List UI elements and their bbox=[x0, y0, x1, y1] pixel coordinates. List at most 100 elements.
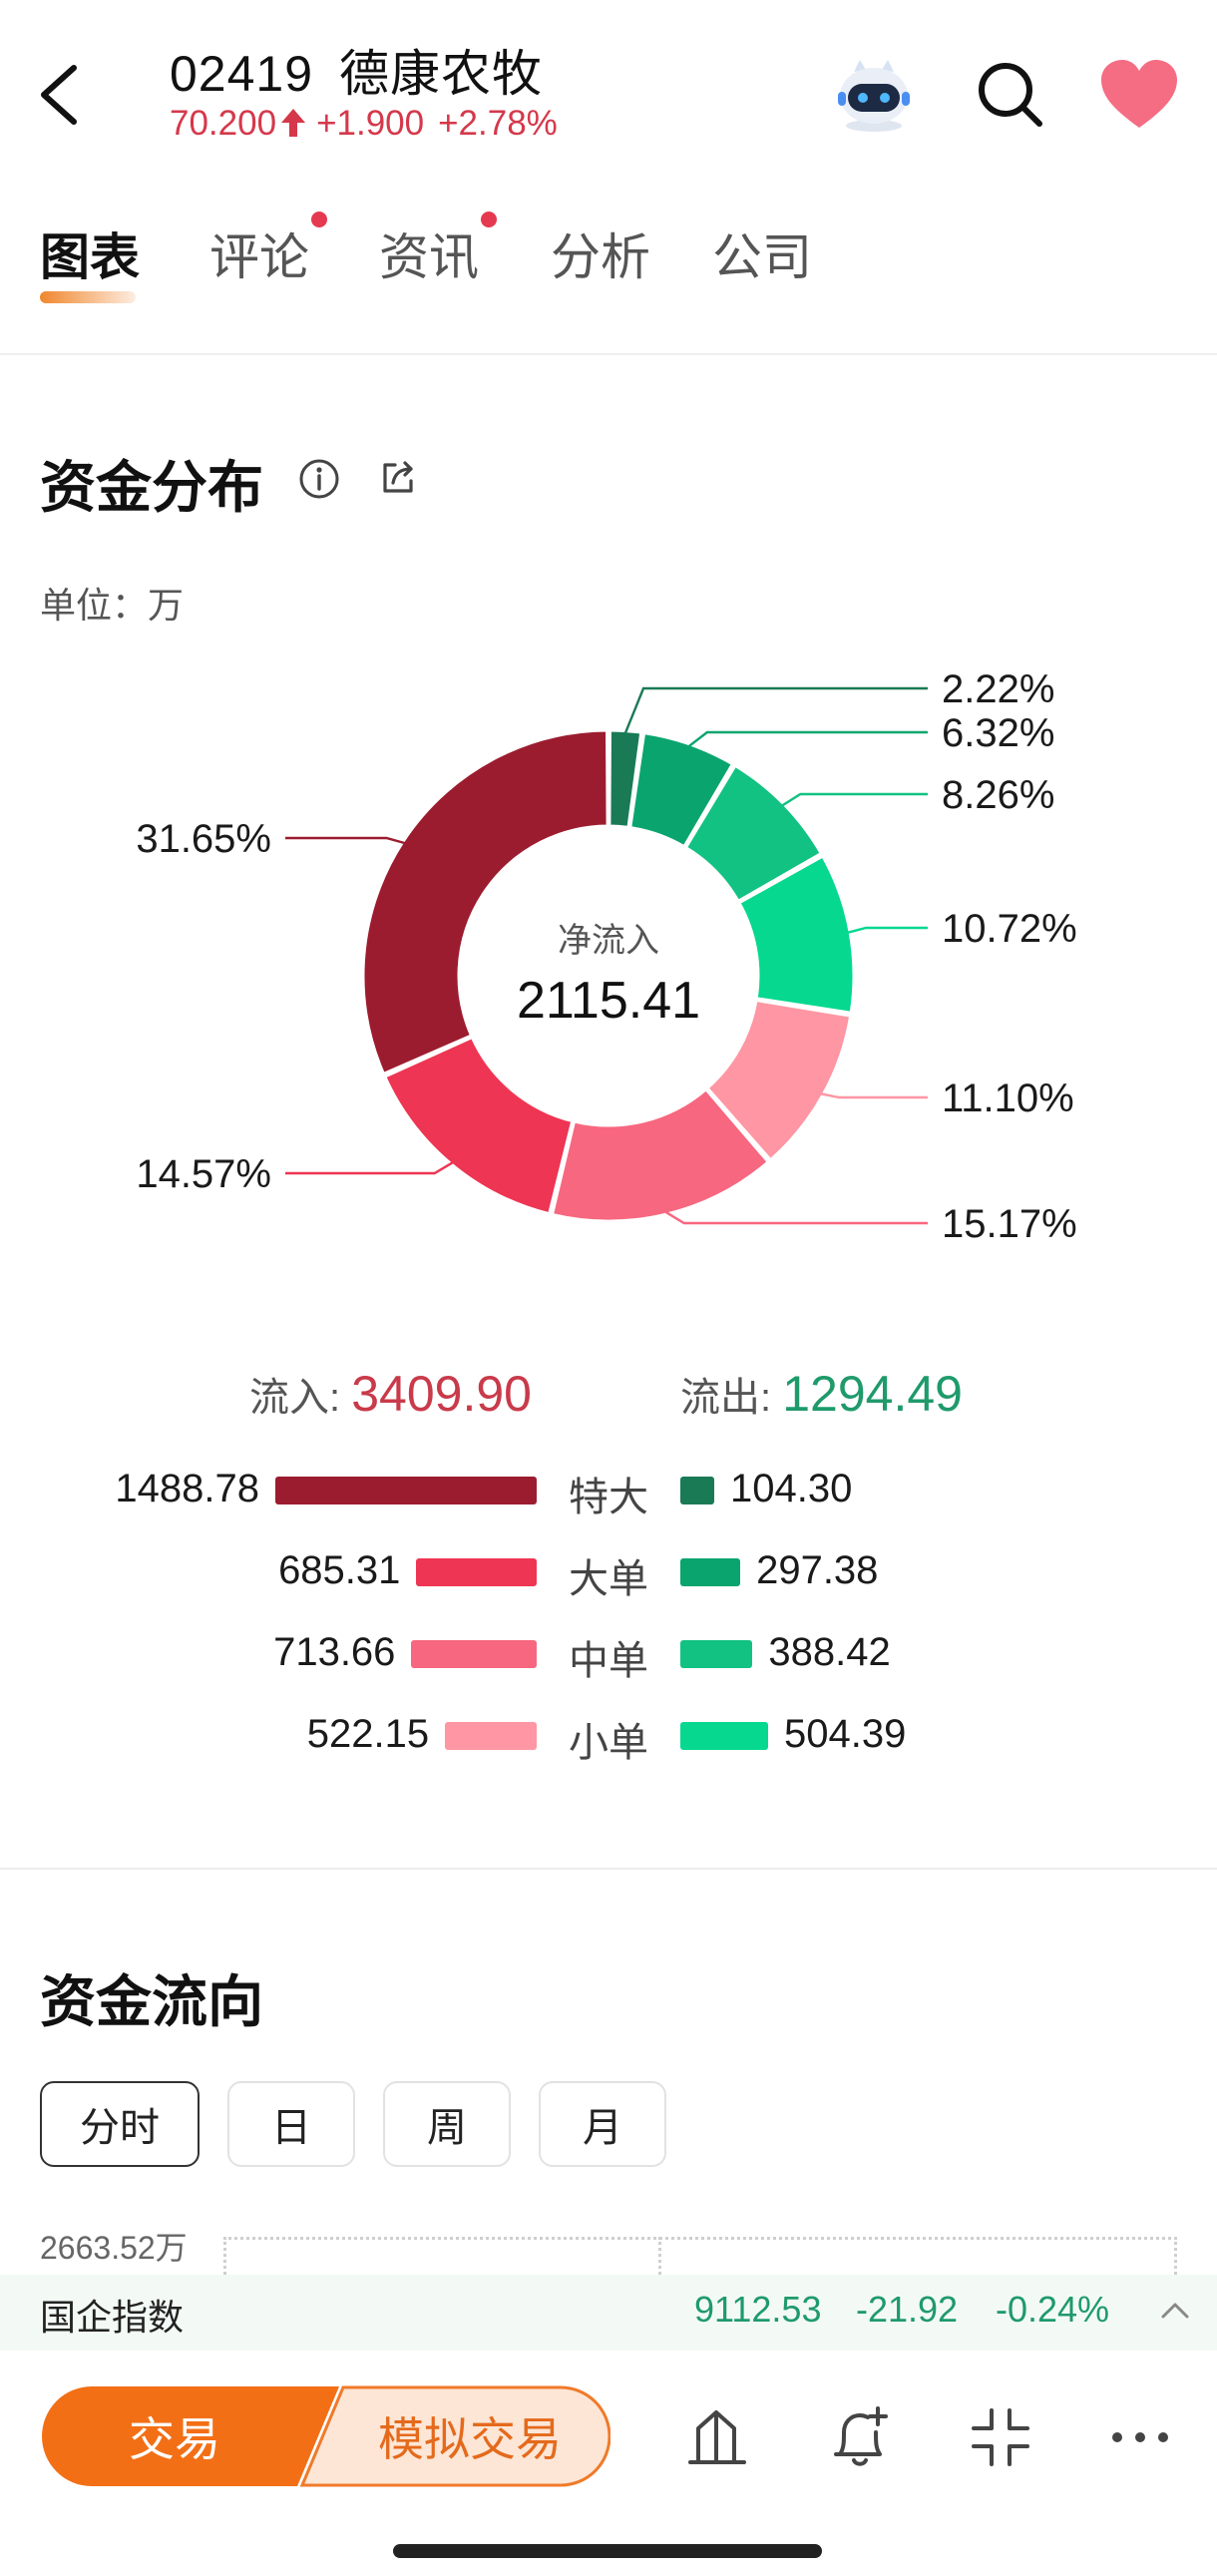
order-size-label: 大单 bbox=[569, 1557, 648, 1601]
home-indicator bbox=[393, 2544, 822, 2558]
period-tab-week[interactable]: 周 bbox=[383, 2081, 511, 2167]
donut-label-5: 15.17% bbox=[942, 1202, 1077, 1246]
donut-label-7: 31.65% bbox=[136, 817, 271, 861]
stock-code: 02419 bbox=[170, 46, 314, 102]
flow-row: 522.15 小单 504.39 bbox=[0, 1702, 1217, 1772]
donut-leader-6 bbox=[285, 1161, 454, 1175]
index-ticker[interactable]: 国企指数 9112.53 -21.92 -0.24% bbox=[0, 2275, 1217, 2351]
inflow-total: 3409.90 bbox=[351, 1366, 532, 1422]
outflow-bar bbox=[680, 1640, 753, 1668]
tab-company[interactable]: 公司 bbox=[712, 217, 812, 289]
back-button[interactable] bbox=[30, 50, 100, 140]
inflow-bar bbox=[445, 1722, 537, 1750]
robot-icon bbox=[838, 60, 910, 132]
compress-button[interactable] bbox=[966, 2402, 1035, 2472]
outflow-summary: 流出: 1294.49 bbox=[680, 1365, 963, 1423]
order-size-label: 中单 bbox=[569, 1639, 648, 1683]
tab-comments[interactable]: 评论 bbox=[209, 212, 327, 289]
info-button[interactable] bbox=[295, 455, 343, 503]
donut-leader-4 bbox=[821, 1092, 928, 1099]
search-button[interactable] bbox=[970, 54, 1049, 134]
period-tabs: 分时 日 周 月 bbox=[40, 2081, 1197, 2167]
back-icon bbox=[41, 65, 77, 125]
donut-slice-3 bbox=[736, 854, 856, 1015]
index-change-pct: -0.24% bbox=[996, 2289, 1110, 2330]
stock-chart-icon bbox=[688, 2410, 746, 2464]
inflow-bar bbox=[411, 1640, 537, 1668]
more-button[interactable] bbox=[1105, 2402, 1175, 2472]
period-tab-label: 月 bbox=[583, 2106, 622, 2150]
unit-label: 单位：万 bbox=[40, 585, 185, 626]
donut-slice-0 bbox=[608, 728, 643, 830]
stock-title: 02419 德康农牧 bbox=[170, 34, 543, 106]
net-inflow-label: 净流入 bbox=[558, 922, 659, 960]
search-icon bbox=[979, 63, 1042, 127]
outflow-value: 297.38 bbox=[756, 1548, 879, 1592]
tab-chart-label: 图表 bbox=[40, 229, 140, 285]
index-change: -21.92 bbox=[856, 2289, 959, 2330]
direction-title: 资金流向 bbox=[40, 1970, 263, 2033]
distribution-title: 资金分布 bbox=[40, 456, 263, 519]
donut-slice-6 bbox=[382, 1035, 575, 1216]
period-tab-intraday[interactable]: 分时 bbox=[40, 2081, 200, 2167]
period-tab-day[interactable]: 日 bbox=[227, 2081, 355, 2167]
period-tab-label: 周 bbox=[427, 2106, 467, 2150]
inflow-bar bbox=[416, 1558, 537, 1586]
donut-slice-1 bbox=[628, 730, 735, 849]
stock-quote: 70.200 +1.900 +2.78% bbox=[170, 104, 572, 144]
outflow-value: 504.39 bbox=[784, 1712, 907, 1756]
bottom-toolbar: 交易 模拟交易 bbox=[0, 2351, 1217, 2576]
up-arrow-icon bbox=[281, 109, 306, 137]
main-tabs: 图表 评论 资讯 分析 公司 bbox=[0, 200, 1217, 309]
period-tab-label: 日 bbox=[271, 2106, 311, 2150]
divider bbox=[0, 1868, 1217, 1870]
donut-leader-0 bbox=[623, 686, 928, 734]
donut-slice-4 bbox=[704, 998, 853, 1162]
tab-chart[interactable]: 图表 bbox=[40, 217, 140, 303]
outflow-total: 1294.49 bbox=[782, 1366, 963, 1422]
outflow-bar bbox=[680, 1722, 768, 1750]
donut-leader-3 bbox=[847, 926, 928, 934]
notification-dot bbox=[481, 212, 497, 227]
share-button[interactable] bbox=[375, 453, 423, 501]
period-tab-month[interactable]: 月 bbox=[539, 2081, 666, 2167]
tab-analysis[interactable]: 分析 bbox=[551, 217, 650, 289]
tab-news-label: 资讯 bbox=[379, 229, 479, 285]
chart-grid bbox=[223, 2237, 1177, 2275]
net-inflow-value: 2115.41 bbox=[517, 972, 700, 1030]
stock-change: +1.900 bbox=[316, 104, 425, 143]
donut-leader-2 bbox=[781, 792, 928, 807]
flow-row: 685.31 大单 297.38 bbox=[0, 1538, 1217, 1608]
sim-button-shape bbox=[299, 2385, 610, 2487]
outflow-bar bbox=[680, 1558, 741, 1586]
flow-row: 1488.78 特大 104.30 bbox=[0, 1457, 1217, 1526]
inflow-value: 685.31 bbox=[278, 1548, 401, 1592]
robot-assistant-button[interactable] bbox=[830, 50, 918, 138]
donut-label-0: 2.22% bbox=[942, 667, 1054, 711]
stock-chart-button[interactable] bbox=[682, 2402, 752, 2472]
bell-plus-icon bbox=[834, 2406, 888, 2466]
inflow-bar bbox=[275, 1477, 537, 1504]
flow-row: 713.66 中单 388.42 bbox=[0, 1620, 1217, 1690]
chart-grid-mid bbox=[658, 2237, 661, 2275]
outflow-value: 388.42 bbox=[768, 1630, 891, 1674]
simulated-trade-label: 模拟交易 bbox=[378, 2413, 562, 2465]
active-tab-indicator bbox=[40, 291, 136, 303]
tab-comments-label: 评论 bbox=[209, 229, 309, 285]
donut-label-4: 11.10% bbox=[942, 1076, 1074, 1120]
trade-button[interactable]: 交易 bbox=[40, 2384, 339, 2488]
simulated-trade-button[interactable]: 模拟交易 bbox=[299, 2384, 610, 2488]
notification-dot bbox=[311, 212, 327, 227]
divider bbox=[0, 353, 1217, 355]
tab-news[interactable]: 资讯 bbox=[379, 212, 497, 289]
favorite-button[interactable] bbox=[1097, 56, 1181, 132]
trade-button-shape bbox=[42, 2386, 339, 2486]
order-size-label: 特大 bbox=[569, 1476, 648, 1519]
share-icon bbox=[383, 461, 413, 493]
donut-label-6: 14.57% bbox=[136, 1152, 271, 1196]
inflow-value: 1488.78 bbox=[115, 1467, 259, 1510]
price-alert-button[interactable] bbox=[826, 2402, 896, 2472]
outflow-bar bbox=[680, 1477, 715, 1504]
index-name: 国企指数 bbox=[40, 2297, 185, 2338]
chevron-up-icon[interactable] bbox=[1157, 2293, 1193, 2329]
